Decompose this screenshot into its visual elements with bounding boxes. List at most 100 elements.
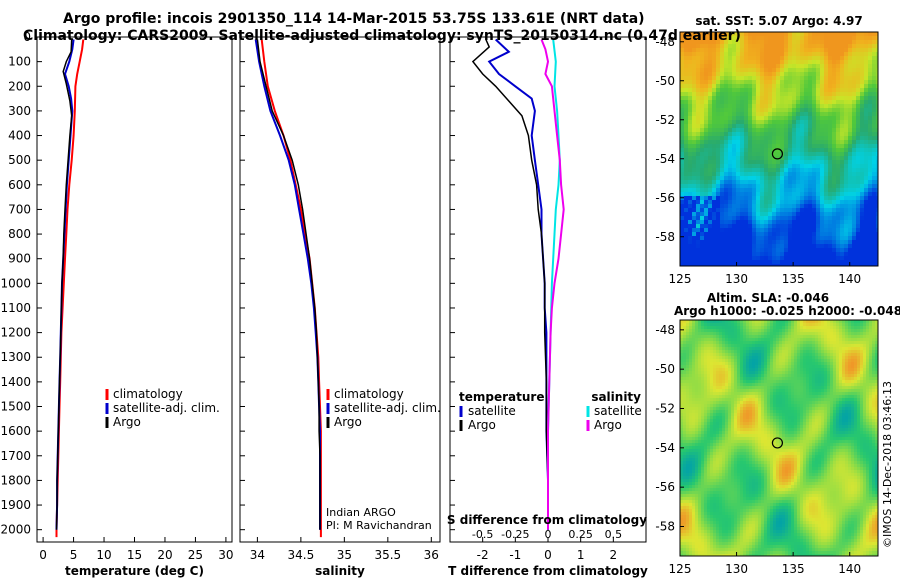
y-tick-label: 300 <box>8 104 31 118</box>
y-tick-label: -58 <box>655 230 675 244</box>
y-tick-label: 1900 <box>0 498 31 512</box>
x-tick-label-2: -0.5 <box>472 528 493 541</box>
x-tick-label: 34.5 <box>288 548 315 562</box>
sla-map-title: Altim. SLA: -0.046 <box>707 291 829 305</box>
series-line <box>540 39 565 530</box>
legend-label: satellite-adj. clim. <box>334 401 441 415</box>
y-tick-label: 1800 <box>0 473 31 487</box>
legend-label: satellite-adj. clim. <box>113 401 220 415</box>
y-tick-label: 1700 <box>0 449 31 463</box>
sla-heatmap <box>680 320 878 556</box>
y-tick-label: -52 <box>655 113 675 127</box>
map-frame <box>679 319 879 557</box>
sla-map: 125 130 135 140 -48 -50 -52 -54 -56 -58 Altim. SLA… <box>655 291 900 576</box>
x-tick-label: 15 <box>127 548 142 562</box>
y-tick-label: -56 <box>655 480 675 494</box>
legend-title: salinity <box>591 390 641 404</box>
y-tick-label: 0 <box>23 30 31 44</box>
x-tick-label: 140 <box>838 562 861 576</box>
x-tick-label: 35.5 <box>374 548 401 562</box>
x-tick-label: 130 <box>725 562 748 576</box>
x-tick-label: 125 <box>669 562 692 576</box>
legend-label: satellite <box>468 404 516 418</box>
sla-map-subtitle: Argo h1000: -0.025 h2000: -0.048 <box>674 304 900 318</box>
legend-label: climatology <box>113 387 183 401</box>
legend-label: climatology <box>334 387 404 401</box>
y-tick-label: -50 <box>655 74 675 88</box>
y-tick-label: 900 <box>8 252 31 266</box>
sst-map: 125 130 135 140 -48 -50 -52 -54 -56 -58 sat. SST: … <box>655 14 879 286</box>
y-tick-label: 100 <box>8 55 31 69</box>
legend-label: Argo <box>594 418 622 432</box>
series-group <box>254 39 322 538</box>
x-axis-label-2: S difference from climatology <box>447 513 647 527</box>
x-tick-label: 125 <box>669 272 692 286</box>
x-tick-label: 36 <box>424 548 439 562</box>
x-tick-label: 10 <box>96 548 111 562</box>
sst-map-title: sat. SST: 5.07 Argo: 4.97 <box>695 14 862 28</box>
panel: 34 34.5 35 35.5 36 salinity climatologysatelli… <box>239 36 441 578</box>
legend-label: satellite <box>594 404 642 418</box>
y-tick-label: -52 <box>655 402 675 416</box>
x-tick-label: -2 <box>477 548 489 562</box>
x-tick-label: 1 <box>577 548 585 562</box>
y-tick-label: 400 <box>8 129 31 143</box>
y-tick-label: -48 <box>655 35 675 49</box>
x-axis-label: T difference from climatology <box>448 564 648 578</box>
x-tick-label: 130 <box>725 272 748 286</box>
x-tick-label: 5 <box>70 548 78 562</box>
legend-label: Argo <box>468 418 496 432</box>
series-line <box>254 39 321 530</box>
y-tick-label: 1500 <box>0 400 31 414</box>
panel: 0 5 10 15 20 25 30 temperature (deg C) 0 100 200 30… <box>0 30 233 578</box>
y-tick-label: 700 <box>8 202 31 216</box>
plot-frame <box>36 36 233 543</box>
y-tick-label: 1000 <box>0 276 31 290</box>
x-tick-label: 35 <box>337 548 352 562</box>
y-tick-label: 1600 <box>0 424 31 438</box>
x-tick-label-2: -0.25 <box>501 528 529 541</box>
series-line <box>55 39 85 538</box>
x-tick-label-2: 0.5 <box>605 528 623 541</box>
y-tick-label: 1200 <box>0 326 31 340</box>
float-position-marker <box>771 148 784 160</box>
y-tick-label: -54 <box>655 152 675 166</box>
x-tick-label: 25 <box>188 548 203 562</box>
series-line <box>256 39 321 530</box>
y-tick-label: 2000 <box>0 523 31 537</box>
x-axis-label: temperature (deg C) <box>65 564 204 578</box>
chart-title-line2: Climatology: CARS2009. Satellite-adjuste… <box>23 28 741 44</box>
legend-label: Argo <box>334 415 362 429</box>
legend-label: Argo <box>113 415 141 429</box>
legend-title: temperature <box>459 390 544 404</box>
x-tick-label: 30 <box>218 548 233 562</box>
x-tick-label: 34 <box>250 548 265 562</box>
y-tick-label: -54 <box>655 441 675 455</box>
sst-heatmap <box>680 32 878 266</box>
y-tick-label: 1300 <box>0 350 31 364</box>
y-tick-label: 1400 <box>0 375 31 389</box>
y-tick-label: -56 <box>655 191 675 205</box>
series-group <box>55 39 85 538</box>
y-tick-label: 600 <box>8 178 31 192</box>
y-tick-label: 800 <box>8 227 31 241</box>
series-line <box>55 39 73 530</box>
plot-frame <box>239 36 441 543</box>
x-tick-label: 135 <box>782 562 805 576</box>
x-axis-label: salinity <box>315 564 365 578</box>
map-frame <box>679 31 879 267</box>
x-tick-label: 2 <box>610 548 618 562</box>
x-tick-label-2: 0 <box>545 528 552 541</box>
panel: -2 -1 0 1 2 T difference from climatology S di… <box>447 36 648 578</box>
series-group <box>471 38 565 530</box>
y-tick-label: 1100 <box>0 301 31 315</box>
annotation-line: Indian ARGO <box>326 506 396 519</box>
y-tick-label: -58 <box>655 520 675 534</box>
x-tick-label: 0 <box>39 548 47 562</box>
x-tick-label-2: 0.25 <box>568 528 593 541</box>
series-line <box>471 39 549 530</box>
x-tick-label: 135 <box>782 272 805 286</box>
x-tick-label: -1 <box>509 548 521 562</box>
y-tick-label: -48 <box>655 323 675 337</box>
